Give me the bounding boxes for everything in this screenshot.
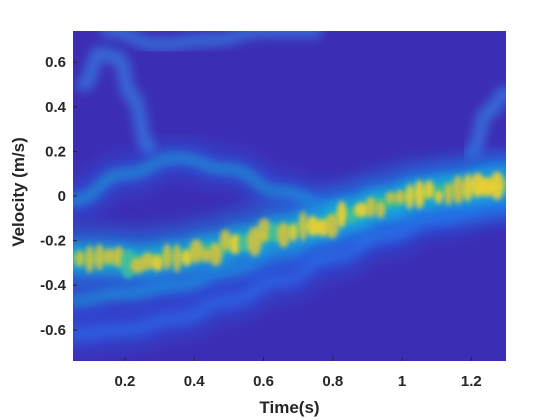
ridge-speckle bbox=[200, 248, 212, 263]
ridge-speckle bbox=[141, 252, 155, 270]
ridge-speckle bbox=[229, 234, 241, 255]
ridge-speckle bbox=[289, 223, 298, 242]
ridge-speckle bbox=[385, 191, 395, 204]
ridge-speckle bbox=[489, 171, 505, 200]
ridge-speckle bbox=[298, 211, 308, 242]
ridge-speckle bbox=[151, 255, 164, 272]
y-tick-label: -0.2 bbox=[40, 233, 66, 250]
y-tick-label: -0.6 bbox=[40, 322, 66, 339]
y-axis-ticks: -0.6 -0.4 -0.2 0 0.2 0.4 0.6 bbox=[40, 54, 77, 339]
y-tick-label: 0 bbox=[58, 188, 66, 205]
y-tick-label: 0.6 bbox=[45, 54, 66, 71]
x-tick-label: 0.8 bbox=[322, 373, 343, 390]
ridge-speckle bbox=[120, 249, 137, 279]
x-tick-label: 1.2 bbox=[461, 373, 482, 390]
ridge-speckle bbox=[172, 243, 182, 273]
ridge-speckle bbox=[189, 239, 204, 263]
y-axis-label: Velocity (m/s) bbox=[9, 137, 28, 247]
arc-2 bbox=[100, 31, 323, 52]
ridge-speckle bbox=[347, 211, 356, 224]
ridge-speckle bbox=[405, 183, 414, 210]
y-tick-label: 0.2 bbox=[45, 143, 66, 160]
ridge-speckle bbox=[414, 180, 425, 209]
x-tick-label: 0.6 bbox=[253, 373, 274, 390]
ridge-speckle bbox=[75, 250, 85, 267]
y-tick-label: -0.4 bbox=[40, 277, 67, 294]
ridge-speckle bbox=[424, 180, 435, 199]
ridge-speckle bbox=[336, 200, 347, 228]
ridge-speckle bbox=[103, 248, 115, 265]
ridge-speckle bbox=[463, 173, 473, 202]
x-tick-label: 0.2 bbox=[115, 373, 136, 390]
ridge-speckle bbox=[162, 243, 172, 270]
ridge-speckle bbox=[434, 190, 444, 204]
arc-0 bbox=[76, 46, 157, 154]
x-axis-ticks: 0.2 0.4 0.6 0.8 1 1.2 bbox=[115, 357, 482, 390]
x-tick-label: 0.4 bbox=[184, 373, 206, 390]
ridge-speckle bbox=[94, 244, 105, 271]
ridge-speckle bbox=[365, 196, 376, 218]
ridge-speckle bbox=[257, 218, 272, 242]
ridge-speckle bbox=[353, 202, 369, 218]
x-axis-label: Time(s) bbox=[259, 398, 319, 417]
ridge-speckle bbox=[394, 190, 406, 205]
arc-1 bbox=[464, 86, 506, 159]
ridge-speckle bbox=[209, 242, 223, 267]
x-tick-label: 1 bbox=[398, 373, 406, 390]
heatmap-layer bbox=[73, 31, 506, 352]
y-tick-label: 0.4 bbox=[45, 99, 67, 116]
ridge-speckle bbox=[375, 201, 386, 219]
ridge-speckle bbox=[85, 245, 94, 274]
ridge-speckle bbox=[444, 182, 453, 206]
ridge-speckle bbox=[268, 223, 280, 242]
ridge-speckle bbox=[325, 213, 339, 239]
ridge-speckle bbox=[276, 222, 291, 248]
ridge-speckle bbox=[452, 175, 465, 204]
ridge-speckle bbox=[219, 229, 232, 251]
